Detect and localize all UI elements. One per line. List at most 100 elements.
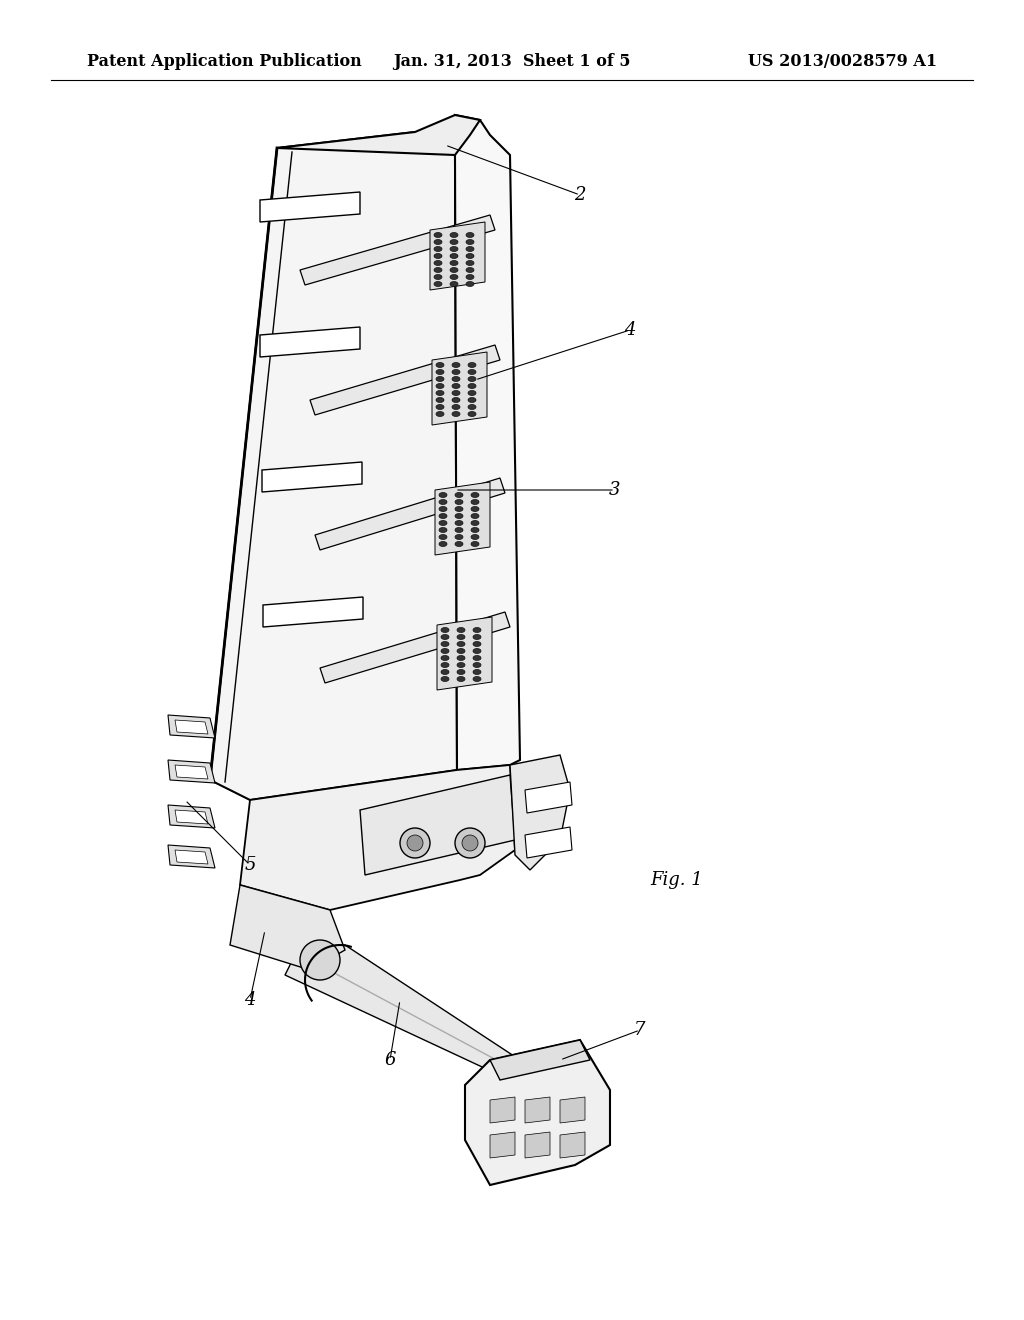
Text: 2: 2 (574, 186, 586, 205)
Ellipse shape (466, 253, 474, 259)
Polygon shape (465, 1040, 610, 1185)
Ellipse shape (457, 663, 465, 668)
Polygon shape (240, 766, 515, 909)
Ellipse shape (434, 268, 442, 272)
Ellipse shape (439, 499, 447, 504)
Polygon shape (168, 715, 215, 738)
Ellipse shape (450, 232, 458, 238)
Ellipse shape (452, 397, 460, 403)
Ellipse shape (450, 253, 458, 259)
Circle shape (407, 836, 423, 851)
Polygon shape (437, 616, 492, 690)
Ellipse shape (468, 404, 476, 409)
Polygon shape (263, 597, 362, 627)
Ellipse shape (473, 669, 481, 675)
Ellipse shape (466, 275, 474, 280)
Ellipse shape (441, 627, 449, 632)
Ellipse shape (439, 541, 447, 546)
Polygon shape (525, 1097, 550, 1123)
Ellipse shape (434, 239, 442, 244)
Ellipse shape (439, 492, 447, 498)
Ellipse shape (455, 499, 463, 504)
Polygon shape (168, 845, 215, 869)
Polygon shape (455, 115, 520, 770)
Ellipse shape (466, 232, 474, 238)
Ellipse shape (457, 635, 465, 639)
Ellipse shape (455, 541, 463, 546)
Ellipse shape (452, 384, 460, 388)
Ellipse shape (466, 239, 474, 244)
Polygon shape (360, 775, 515, 875)
Ellipse shape (441, 663, 449, 668)
Ellipse shape (452, 376, 460, 381)
Text: 5: 5 (245, 855, 256, 874)
Ellipse shape (436, 412, 444, 417)
Ellipse shape (473, 627, 481, 632)
Ellipse shape (455, 513, 463, 519)
Polygon shape (560, 1097, 585, 1123)
Polygon shape (525, 1133, 550, 1158)
Ellipse shape (452, 363, 460, 367)
Ellipse shape (441, 669, 449, 675)
Ellipse shape (473, 648, 481, 653)
Ellipse shape (471, 492, 479, 498)
Ellipse shape (436, 404, 444, 409)
Ellipse shape (441, 642, 449, 647)
Circle shape (400, 828, 430, 858)
Ellipse shape (471, 507, 479, 511)
Ellipse shape (466, 260, 474, 265)
Polygon shape (262, 462, 362, 492)
Ellipse shape (450, 281, 458, 286)
Text: 3: 3 (609, 480, 621, 499)
Polygon shape (278, 115, 480, 154)
Polygon shape (260, 191, 360, 222)
Ellipse shape (439, 513, 447, 519)
Text: Jan. 31, 2013  Sheet 1 of 5: Jan. 31, 2013 Sheet 1 of 5 (393, 54, 631, 70)
Ellipse shape (439, 507, 447, 511)
Text: Fig. 1: Fig. 1 (650, 871, 702, 888)
Polygon shape (315, 478, 505, 550)
Ellipse shape (436, 370, 444, 375)
Ellipse shape (468, 370, 476, 375)
Text: 7: 7 (634, 1020, 646, 1039)
Ellipse shape (468, 412, 476, 417)
Ellipse shape (441, 656, 449, 660)
Polygon shape (490, 1097, 515, 1123)
Polygon shape (525, 781, 572, 813)
Ellipse shape (452, 391, 460, 396)
Polygon shape (525, 828, 572, 858)
Ellipse shape (471, 541, 479, 546)
Ellipse shape (434, 281, 442, 286)
Ellipse shape (457, 627, 465, 632)
Ellipse shape (455, 520, 463, 525)
Ellipse shape (436, 384, 444, 388)
Ellipse shape (457, 648, 465, 653)
Polygon shape (319, 612, 510, 682)
Polygon shape (310, 345, 500, 414)
Ellipse shape (455, 535, 463, 540)
Ellipse shape (452, 412, 460, 417)
Polygon shape (510, 755, 570, 870)
Text: 4: 4 (245, 991, 256, 1008)
Polygon shape (490, 1040, 590, 1080)
Circle shape (455, 828, 485, 858)
Ellipse shape (434, 247, 442, 252)
Ellipse shape (455, 507, 463, 511)
Polygon shape (230, 884, 345, 970)
Ellipse shape (471, 513, 479, 519)
Ellipse shape (473, 635, 481, 639)
Ellipse shape (468, 363, 476, 367)
Ellipse shape (471, 520, 479, 525)
Ellipse shape (457, 642, 465, 647)
Text: 6: 6 (384, 1051, 395, 1069)
Ellipse shape (439, 535, 447, 540)
Ellipse shape (434, 260, 442, 265)
Ellipse shape (450, 247, 458, 252)
Ellipse shape (436, 363, 444, 367)
Ellipse shape (450, 275, 458, 280)
Ellipse shape (441, 676, 449, 681)
Polygon shape (432, 352, 487, 425)
Ellipse shape (439, 528, 447, 532)
Ellipse shape (450, 268, 458, 272)
Polygon shape (435, 482, 490, 554)
